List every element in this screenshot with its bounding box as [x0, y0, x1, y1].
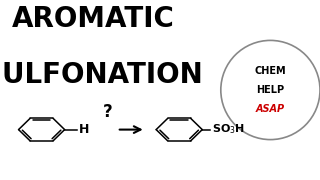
Text: ?: ?: [102, 103, 112, 121]
Text: HELP: HELP: [256, 85, 284, 95]
Text: AROMATIC: AROMATIC: [12, 5, 174, 33]
Text: SULFONATION: SULFONATION: [0, 61, 203, 89]
Text: ASAP: ASAP: [256, 104, 285, 114]
Text: CHEM: CHEM: [255, 66, 286, 76]
Text: SO$_3$H: SO$_3$H: [212, 123, 244, 136]
Text: H: H: [79, 123, 90, 136]
